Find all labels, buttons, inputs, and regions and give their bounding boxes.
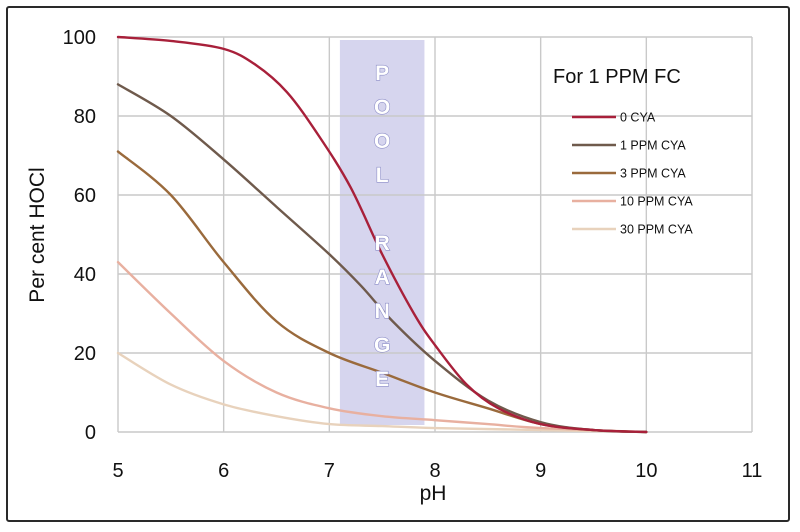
x-tick-label: 8 [429, 460, 440, 482]
y-tick-label: 60 [74, 185, 96, 207]
pool-range-letter: R [375, 232, 390, 255]
legend-item-label: 30 PPM CYA [620, 223, 693, 237]
x-tick-labels: 5 6 7 8 9 10 11 [112, 460, 762, 482]
x-tick-label: 11 [742, 460, 763, 482]
y-tick-label: 20 [74, 343, 96, 365]
x-tick-label: 10 [635, 460, 657, 482]
pool-range-letter: N [375, 300, 390, 323]
pool-range-letter: O [374, 96, 390, 119]
grid-lines [117, 36, 753, 433]
series-lines [116, 35, 648, 434]
x-tick-label: 6 [218, 460, 229, 482]
pool-range-letter: E [375, 368, 389, 391]
legend-item-label: 0 CYA [620, 111, 656, 125]
x-tick-label: 5 [112, 460, 123, 482]
series-line-0-cya [116, 35, 648, 434]
pool-range-band [339, 40, 425, 425]
legend: 0 CYA 1 PPM CYA 3 PPM CYA 10 PPM CYA 30 PPM … [572, 111, 693, 237]
y-tick-label: 80 [74, 106, 96, 128]
x-axis-title: pH [420, 482, 447, 505]
y-tick-label: 40 [74, 264, 96, 286]
pool-range-letter: G [374, 334, 390, 357]
legend-title: For 1 PPM FC [553, 66, 681, 88]
legend-item-label: 1 PPM CYA [620, 139, 686, 153]
y-tick-label: 100 [63, 27, 96, 49]
legend-item-label: 3 PPM CYA [620, 167, 686, 181]
pool-range-letter: L [376, 164, 389, 187]
series-line-30-ppm-cya [116, 351, 648, 434]
y-tick-label: 0 [85, 422, 96, 444]
y-tick-labels: 0 20 40 60 80 100 [63, 27, 96, 444]
series-line-10-ppm-cya [116, 260, 648, 434]
series-line-1-ppm-cya [116, 83, 648, 434]
x-tick-label: 7 [324, 460, 335, 482]
y-axis-title: Per cent HOCl [26, 167, 49, 302]
legend-item-label: 10 PPM CYA [620, 195, 693, 209]
pool-range-letter: O [374, 130, 390, 153]
x-tick-label: 9 [535, 460, 546, 482]
pool-range-letter: A [375, 266, 390, 289]
pool-range-letter: P [375, 62, 389, 85]
